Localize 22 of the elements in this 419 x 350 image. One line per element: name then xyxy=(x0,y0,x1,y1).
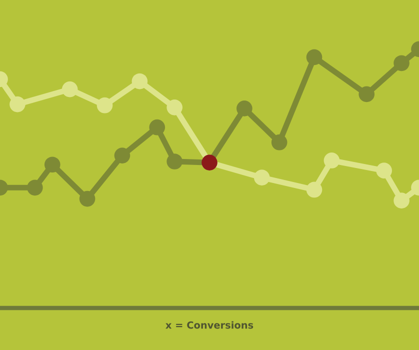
point xyxy=(62,81,78,98)
point xyxy=(236,100,252,116)
point xyxy=(324,152,340,168)
point xyxy=(271,134,288,150)
point xyxy=(114,148,130,164)
point xyxy=(96,97,113,114)
point xyxy=(44,156,60,173)
point xyxy=(394,55,410,72)
point xyxy=(306,182,322,198)
point xyxy=(166,99,182,116)
point xyxy=(254,170,270,186)
point xyxy=(132,73,148,90)
point xyxy=(149,119,166,136)
point xyxy=(306,49,322,66)
x-axis-title: x = Conversions xyxy=(166,321,254,329)
point xyxy=(376,162,392,178)
point xyxy=(394,192,410,209)
point xyxy=(79,190,96,207)
point xyxy=(358,86,375,102)
point xyxy=(10,96,26,112)
point xyxy=(27,180,43,196)
point xyxy=(166,154,182,170)
